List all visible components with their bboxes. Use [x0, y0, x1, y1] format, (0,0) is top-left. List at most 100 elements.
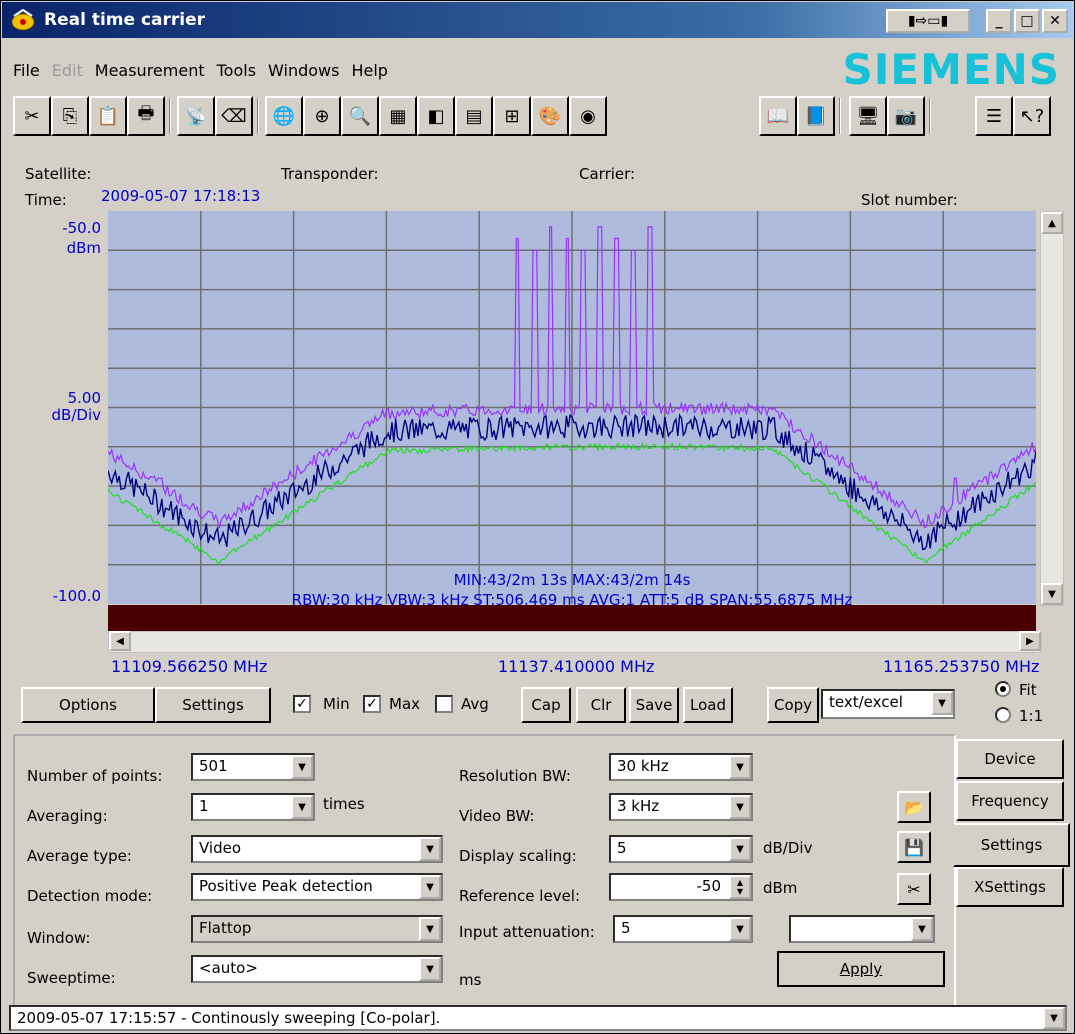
menu-windows[interactable]: Windows [268, 61, 340, 80]
minimize-button[interactable]: _ [986, 9, 1012, 33]
tab-device[interactable]: Device [956, 739, 1064, 779]
scaling-select[interactable]: 5 ▼ [609, 835, 753, 863]
compare-icon[interactable]: ◧ [417, 96, 455, 136]
chevron-down-icon[interactable]: ▼ [419, 837, 441, 861]
help-pointer-icon[interactable]: ↖? [1013, 96, 1051, 136]
paste-icon[interactable]: 📋 [89, 96, 127, 136]
print-icon[interactable]: 🖶 [127, 96, 165, 136]
chevron-down-icon[interactable]: ▼ [419, 875, 441, 899]
menu-tools[interactable]: Tools [216, 61, 257, 80]
num-points-label: Number of points: [27, 767, 163, 785]
colors-icon[interactable]: ◉ [569, 96, 607, 136]
clr-button[interactable]: Clr [576, 687, 626, 723]
book-save-icon[interactable]: 📘 [797, 96, 835, 136]
rbw-value: 30 kHz [617, 757, 669, 775]
atten-select[interactable]: 5 ▼ [613, 915, 753, 943]
add-trace-icon[interactable]: ⊕ [303, 96, 341, 136]
max-trace [108, 226, 1036, 529]
table-icon[interactable]: ▦ [379, 96, 417, 136]
close-button[interactable]: ✕ [1042, 9, 1068, 33]
chevron-down-icon[interactable]: ▼ [1043, 1007, 1065, 1029]
detection-select[interactable]: Positive Peak detection ▼ [191, 873, 443, 901]
menu-help[interactable]: Help [351, 61, 388, 80]
scroll-left-button[interactable]: ◀ [109, 631, 131, 651]
chevron-down-icon[interactable]: ▼ [729, 837, 751, 861]
vertical-scrollbar[interactable]: ▲ ▼ [1040, 211, 1064, 606]
title-bar[interactable]: Real time carrier ▮⇨▭▮ _ □ ✕ [2, 2, 1073, 38]
horizontal-scrollbar[interactable]: ◀ ▶ [108, 631, 1042, 653]
avg-type-select[interactable]: Video ▼ [191, 835, 443, 863]
preset-select[interactable]: ▼ [789, 915, 935, 943]
scroll-right-button[interactable]: ▶ [1019, 631, 1041, 651]
chevron-down-icon[interactable]: ▼ [291, 755, 313, 779]
cut-icon[interactable]: ✂ [13, 96, 51, 136]
save-disk-icon[interactable]: 💾 [897, 831, 931, 863]
sweeptime-label: Sweeptime: [27, 969, 116, 987]
min-checkbox[interactable]: ✓ [293, 695, 311, 713]
chevron-down-icon[interactable]: ▼ [729, 755, 751, 779]
spectrum-plot[interactable] [108, 211, 1036, 604]
spinner-arrows-icon[interactable]: ▲ ▼ [729, 875, 751, 899]
copy-format-select[interactable]: text/excel ▼ [821, 689, 955, 719]
list-icon[interactable]: ☰ [975, 96, 1013, 136]
rbw-select[interactable]: 30 kHz ▼ [609, 753, 753, 781]
satellite-label: Satellite: [25, 165, 92, 183]
y-axis-scale-value: 5.00 [67, 389, 101, 407]
load-button[interactable]: Load [683, 687, 733, 723]
chevron-down-icon[interactable]: ▼ [291, 795, 313, 819]
zoom-trace-icon[interactable]: 🔍 [341, 96, 379, 136]
ref-level-spinner[interactable]: -50 ▲ ▼ [609, 873, 753, 901]
book-open-icon[interactable]: 📖 [759, 96, 797, 136]
menu-file[interactable]: File [13, 61, 40, 80]
copy-format-value: text/excel [829, 693, 903, 711]
carrier-label: Carrier: [579, 165, 636, 183]
sweeptime-select[interactable]: <auto> ▼ [191, 955, 443, 983]
status-text: 2009-05-07 17:15:57 - Continously sweepi… [17, 1009, 441, 1027]
camera-icon[interactable]: 📷 [887, 96, 925, 136]
one-to-one-radio[interactable] [995, 707, 1011, 723]
copy-button[interactable]: Copy [767, 687, 819, 723]
tab-settings[interactable]: Settings [953, 823, 1070, 867]
palette-icon[interactable]: 🎨 [531, 96, 569, 136]
tab-frequency[interactable]: Frequency [956, 781, 1064, 821]
open-folder-icon[interactable]: 📂 [897, 791, 931, 823]
menu-measurement[interactable]: Measurement [94, 61, 205, 80]
cap-button[interactable]: Cap [521, 687, 571, 723]
num-points-value: 501 [199, 757, 228, 775]
apply-button[interactable]: Apply [777, 951, 945, 987]
tab-xsettings[interactable]: XSettings [956, 867, 1064, 907]
vbw-select[interactable]: 3 kHz ▼ [609, 793, 753, 821]
chevron-down-icon[interactable]: ▼ [931, 691, 953, 715]
scroll-down-button[interactable]: ▼ [1041, 583, 1063, 605]
globe-icon[interactable]: 🌐 [265, 96, 303, 136]
max-checkbox[interactable]: ✓ [363, 695, 381, 713]
save-button[interactable]: Save [629, 687, 679, 723]
eraser-icon[interactable]: ⌫ [215, 96, 253, 136]
display-icon[interactable]: 🖥 [849, 96, 887, 136]
marker-icon[interactable]: ⊞ [493, 96, 531, 136]
num-points-select[interactable]: 501 ▼ [191, 753, 315, 781]
antenna-icon[interactable]: 📡 [177, 96, 215, 136]
copy-icon[interactable]: ⎘ [51, 96, 89, 136]
detection-value: Positive Peak detection [199, 877, 373, 895]
chevron-down-icon[interactable]: ▼ [729, 917, 751, 941]
menu-edit[interactable]: Edit [51, 61, 83, 80]
options-button[interactable]: Options [21, 687, 155, 723]
window-select[interactable]: Flattop ▼ [191, 915, 443, 943]
grid-icon[interactable]: ▤ [455, 96, 493, 136]
times-label: times [323, 795, 365, 813]
scroll-up-button[interactable]: ▲ [1041, 212, 1063, 234]
scaling-label: Display scaling: [459, 847, 577, 865]
cut-icon[interactable]: ✂ [897, 873, 931, 905]
maximize-button[interactable]: □ [1014, 9, 1040, 33]
restore-layout-button[interactable]: ▮⇨▭▮ [886, 9, 970, 33]
chevron-down-icon[interactable]: ▼ [729, 795, 751, 819]
chevron-down-icon[interactable]: ▼ [419, 917, 441, 941]
settings-button[interactable]: Settings [155, 687, 271, 723]
chevron-down-icon[interactable]: ▼ [911, 917, 933, 941]
fit-radio[interactable] [995, 681, 1011, 697]
averaging-select[interactable]: 1 ▼ [191, 793, 315, 821]
avg-checkbox[interactable] [435, 695, 453, 713]
current-trace [108, 413, 1036, 551]
chevron-down-icon[interactable]: ▼ [419, 957, 441, 981]
